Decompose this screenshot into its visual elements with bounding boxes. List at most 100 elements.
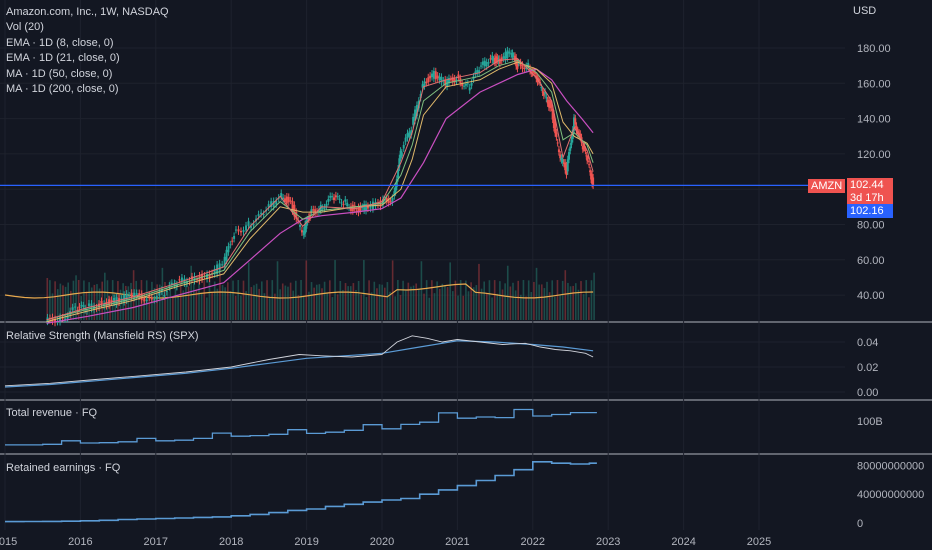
candle-body	[440, 76, 443, 83]
volume-bar	[352, 283, 355, 320]
candle-body	[478, 70, 481, 74]
volume-bar	[111, 280, 114, 320]
candle-body	[334, 195, 337, 198]
candle-body	[262, 213, 265, 216]
revenue-pane-title[interactable]: Total revenue · FQ	[6, 407, 98, 419]
candle-body	[461, 82, 464, 86]
volume-bar	[124, 285, 127, 320]
candle-body	[185, 281, 188, 284]
volume-bar	[404, 290, 407, 320]
legend-ema8[interactable]: EMA · 1D (8, close, 0)	[6, 36, 114, 49]
candle-body	[165, 290, 168, 293]
candle-body	[393, 191, 396, 197]
candle-body	[476, 69, 479, 73]
legend-ma50[interactable]: MA · 1D (50, close, 0)	[6, 67, 113, 80]
volume-bar	[444, 285, 446, 320]
candle-body	[361, 206, 364, 208]
volume-bar	[355, 289, 357, 320]
y-tick-label: 180.00	[857, 43, 891, 55]
candle-body	[346, 202, 349, 207]
candle-body	[71, 307, 74, 310]
candle-body	[506, 50, 509, 59]
volume-bar	[376, 288, 378, 320]
legend-ema21[interactable]: EMA · 1D (21, close, 0)	[6, 52, 120, 65]
candle-body	[357, 207, 360, 213]
candle-body	[512, 55, 515, 57]
volume-bar	[190, 265, 192, 320]
volume-bar	[329, 280, 331, 320]
candle-body	[82, 305, 85, 307]
candle-body	[515, 57, 518, 67]
ema21-line	[46, 59, 594, 321]
currency-label[interactable]: USD	[853, 5, 877, 17]
candle-body	[299, 224, 302, 227]
volume-bar	[258, 288, 260, 320]
candle-body	[340, 202, 343, 204]
volume-bar	[169, 280, 172, 320]
candle-body	[550, 104, 553, 108]
volume-bar	[559, 294, 561, 320]
candle-body	[80, 304, 83, 306]
candle-body	[133, 292, 136, 298]
legend-ma200[interactable]: MA · 1D (200, close, 0)	[6, 83, 119, 96]
candle-body	[556, 142, 559, 144]
rs-pane-title[interactable]: Relative Strength (Mansfield RS) (SPX)	[6, 330, 199, 342]
volume-bar	[407, 282, 410, 320]
volume-bar	[67, 282, 70, 320]
candle-body	[557, 149, 560, 153]
x-tick-label: 2018	[219, 536, 243, 548]
volume-bar	[135, 280, 138, 320]
candle-body	[140, 293, 143, 301]
volume-bar	[512, 282, 514, 320]
candle-body	[158, 291, 161, 296]
volume-bar	[554, 296, 556, 320]
volume-bar	[287, 286, 289, 320]
volume-bar	[561, 280, 564, 320]
legend-title[interactable]: Amazon.com, Inc., 1W, NASDAQ	[6, 6, 169, 18]
candle-body	[429, 75, 432, 79]
volume-bar	[49, 280, 51, 320]
candle-body	[529, 68, 532, 72]
candle-body	[559, 154, 562, 159]
candle-body	[576, 130, 579, 135]
candle-body	[260, 212, 263, 215]
volume-bar	[593, 272, 595, 320]
candle-body	[552, 113, 555, 128]
volume-bar	[368, 280, 370, 320]
candle-body	[519, 62, 522, 66]
legend-vol[interactable]: Vol (20)	[6, 21, 44, 34]
candle-body	[84, 308, 87, 310]
candle-body	[196, 278, 199, 280]
volume-bar	[546, 281, 548, 320]
candle-body	[125, 293, 128, 301]
candle-body	[587, 156, 590, 159]
volume-bar	[130, 282, 132, 320]
candle-body	[547, 99, 550, 108]
candle-body	[87, 303, 90, 307]
candle-body	[545, 97, 548, 99]
revenue-tick-label: 100B	[857, 416, 883, 428]
chart-legend: Amazon.com, Inc., 1W, NASDAQ Vol (20) EM…	[6, 5, 169, 97]
retained-pane-title[interactable]: Retained earnings · FQ	[6, 462, 121, 474]
candle-body	[504, 51, 507, 60]
candle-body	[123, 294, 126, 303]
y-tick-label: 120.00	[857, 149, 891, 161]
volume-bar	[564, 270, 567, 320]
candle-body	[531, 71, 534, 74]
volume-bar	[295, 280, 297, 320]
candle-body	[491, 55, 494, 61]
candle-body	[398, 158, 401, 168]
candle-body	[66, 315, 69, 319]
volume-bar	[331, 297, 334, 320]
candle-body	[206, 273, 209, 279]
candle-body	[564, 162, 567, 171]
candle-body	[534, 71, 537, 75]
candle-body	[466, 83, 469, 85]
volume-bar	[221, 285, 224, 320]
volume-bar	[255, 283, 258, 320]
volume-bar	[321, 288, 323, 320]
candle-body	[455, 79, 458, 81]
candle-body	[588, 164, 591, 166]
